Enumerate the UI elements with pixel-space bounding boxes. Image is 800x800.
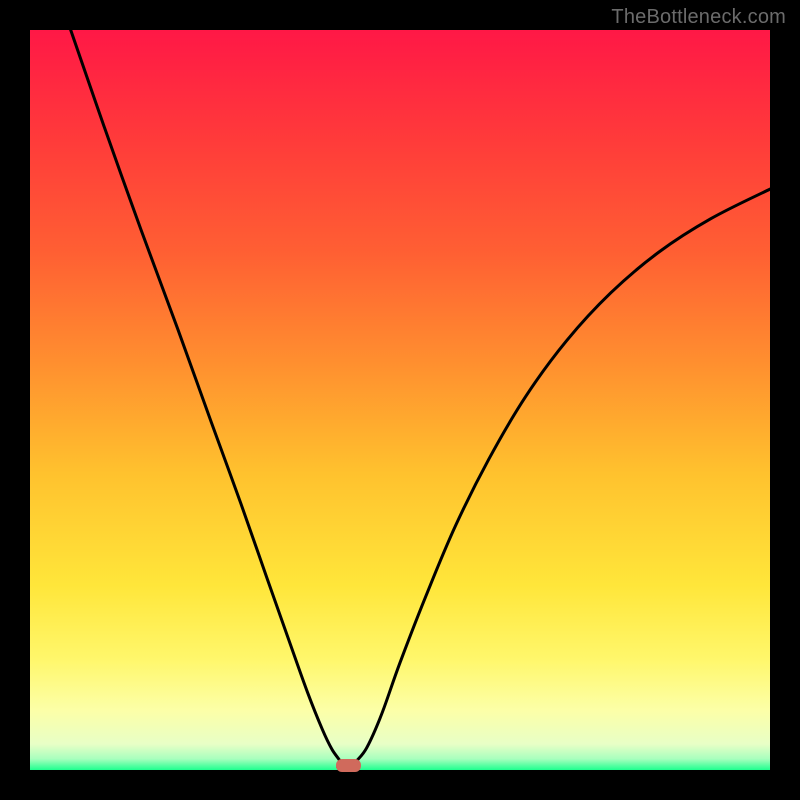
watermark-label: TheBottleneck.com [611, 6, 786, 29]
chart-frame: TheBottleneck.com [0, 0, 800, 800]
minimum-marker [336, 759, 361, 772]
plot-area [30, 30, 770, 770]
